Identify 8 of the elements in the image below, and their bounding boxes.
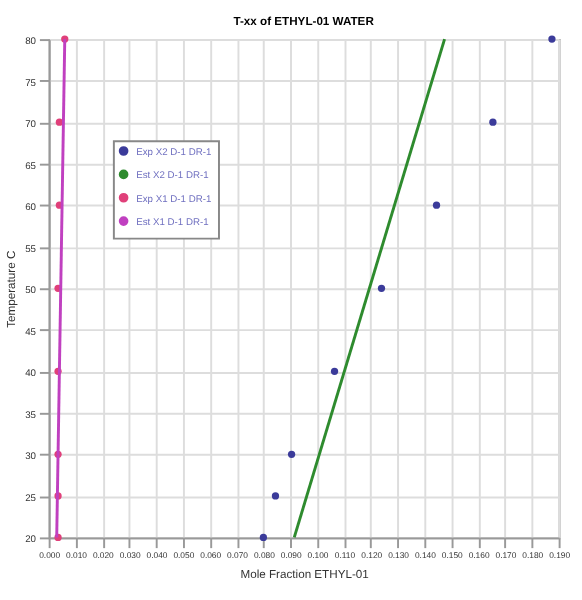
point: [330, 367, 339, 375]
point: [377, 284, 386, 292]
point: [287, 450, 296, 458]
point: [489, 118, 497, 126]
point: [271, 492, 280, 500]
point: [548, 35, 556, 43]
point: [432, 201, 441, 209]
point: [259, 533, 268, 542]
